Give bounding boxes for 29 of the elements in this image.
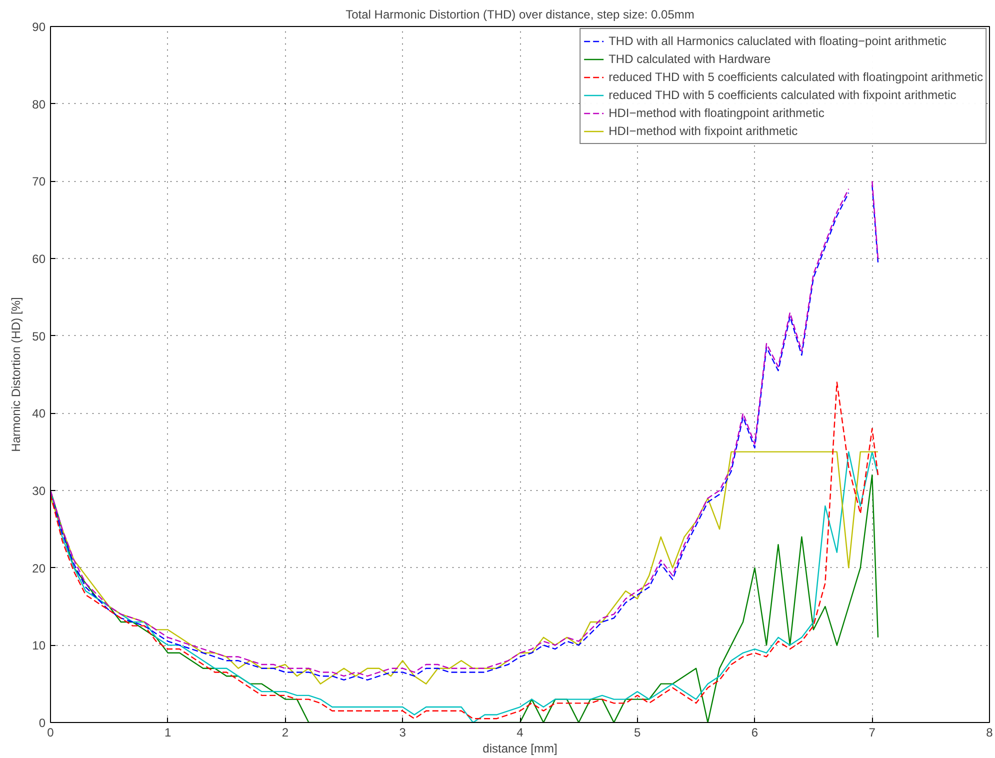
x-tick-label: 0 (47, 726, 54, 740)
x-tick-label: 6 (751, 726, 758, 740)
x-tick-label: 4 (516, 726, 524, 740)
x-tick-label: 7 (868, 726, 876, 740)
y-tick-label: 80 (32, 97, 46, 112)
legend-label: THD with all Harmonics caluclated with floating−point arithmetic (608, 33, 946, 50)
y-tick-label: 90 (32, 20, 46, 34)
y-tick-label: 60 (32, 252, 46, 266)
y-tick-label: 20 (32, 561, 46, 576)
x-tick-label: 2 (282, 726, 289, 740)
y-tick-label: 30 (32, 484, 46, 498)
line-series (50, 382, 879, 720)
y-tick-label: 50 (32, 329, 46, 344)
legend-label: HDI−method with fixpoint arithmetic (608, 123, 798, 140)
y-tick-label: 0 (38, 716, 46, 730)
x-axis-title: distance [mm] (482, 742, 558, 756)
x-tick-label: 1 (164, 726, 172, 740)
legend-label: THD calculated with Hardware (608, 51, 771, 68)
x-tick-label: 8 (986, 726, 994, 740)
y-tick-label: 40 (32, 406, 46, 421)
y-tick-label: 10 (32, 638, 46, 653)
x-tick-label: 3 (399, 726, 406, 740)
y-tick-label: 70 (32, 174, 46, 189)
legend-label: HDI−method with floatingpoint arithmetic (608, 105, 824, 122)
legend-label: reduced THD with 5 coefficients calculated with fixpoint arithmetic (608, 87, 956, 104)
y-axis-title: Harmonic Distortion (HD) [%] (9, 297, 24, 452)
legend-label: reduced THD with 5 coefficients calculated with floatingpoint arithmetic (608, 69, 983, 86)
x-tick-label: 5 (634, 726, 642, 740)
chart-title: Total Harmonic Distortion (THD) over distance, step size: 0.05mm (346, 8, 694, 22)
